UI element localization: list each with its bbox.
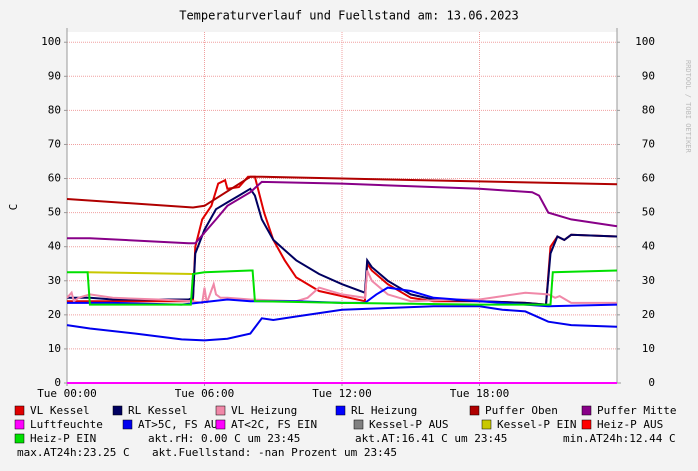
legend-label: Puffer Oben bbox=[485, 404, 558, 417]
series-line bbox=[87, 271, 194, 275]
y-tick-label-right: 90 bbox=[642, 69, 655, 82]
series-line bbox=[66, 270, 617, 305]
legend-swatch bbox=[581, 405, 592, 416]
legend-label: RL Heizung bbox=[351, 404, 417, 417]
y-tick-label: 100 bbox=[41, 35, 61, 48]
x-tick-label: Tue 12:00 bbox=[312, 387, 372, 400]
note: min.AT24h:12.44 C bbox=[563, 432, 676, 445]
legend-label: AT<2C, FS EIN bbox=[231, 418, 317, 431]
y-tick-label-right: 100 bbox=[635, 35, 655, 48]
legend-swatch bbox=[215, 419, 226, 430]
y-axis-label: C bbox=[7, 204, 20, 211]
series-line bbox=[66, 175, 618, 209]
y-tick-label-right: 40 bbox=[642, 240, 655, 253]
note: akt.Fuellstand: -nan Prozent um 23:45 bbox=[152, 446, 397, 459]
legend-label: Puffer Mitte bbox=[597, 404, 676, 417]
series-line bbox=[67, 286, 618, 308]
y-tick-label-right: 30 bbox=[642, 274, 655, 287]
y-tick-label-right: 50 bbox=[642, 206, 655, 219]
legend-label: Heiz-P EIN bbox=[30, 432, 96, 445]
y-tick-label: 20 bbox=[48, 308, 61, 321]
y-tick-label-right: 20 bbox=[642, 308, 655, 321]
y-tick-label-right: 0 bbox=[648, 376, 655, 389]
series-line bbox=[66, 305, 618, 342]
legend-label: AT>5C, FS AUS bbox=[138, 418, 224, 431]
legend-label: Kessel-P AUS bbox=[369, 418, 448, 431]
legend-label: Heiz-P AUS bbox=[597, 418, 663, 431]
legend-swatch bbox=[335, 405, 346, 416]
legend-swatch bbox=[14, 405, 25, 416]
y-tick-label: 60 bbox=[48, 172, 61, 185]
y-tick-label-right: 10 bbox=[642, 342, 655, 355]
x-tick-label: Tue 00:00 bbox=[37, 387, 97, 400]
watermark: RRDTOOL / TOBI OETIKER bbox=[684, 60, 692, 154]
legend-label: RL Kessel bbox=[128, 404, 188, 417]
x-tick-label: Tue 06:00 bbox=[175, 387, 235, 400]
legend-swatch bbox=[14, 433, 25, 444]
legend-swatch bbox=[353, 419, 364, 430]
legend-label: VL Kessel bbox=[30, 404, 90, 417]
y-tick-label: 90 bbox=[48, 69, 61, 82]
note: akt.rH: 0.00 C um 23:45 bbox=[148, 432, 300, 445]
series-line bbox=[67, 180, 618, 245]
legend-swatch bbox=[469, 405, 480, 416]
legend-swatch bbox=[112, 405, 123, 416]
note: akt.AT:16.41 C um 23:45 bbox=[355, 432, 507, 445]
y-tick-label-right: 60 bbox=[642, 172, 655, 185]
y-tick-label: 0 bbox=[54, 376, 61, 389]
y-tick-label: 70 bbox=[48, 137, 61, 150]
y-tick-label-right: 70 bbox=[642, 137, 655, 150]
legend-swatch bbox=[581, 419, 592, 430]
legend-label: Kessel-P EIN bbox=[497, 418, 576, 431]
y-tick-label: 80 bbox=[48, 103, 61, 116]
chart-title: Temperaturverlauf und Fuellstand am: 13.… bbox=[179, 9, 519, 23]
y-tick-label-right: 80 bbox=[642, 103, 655, 116]
legend-label: VL Heizung bbox=[231, 404, 297, 417]
note: max.AT24h:23.25 C bbox=[17, 446, 130, 459]
legend-swatch bbox=[215, 405, 226, 416]
y-tick-label: 30 bbox=[48, 274, 61, 287]
legend-label: Luftfeuchte bbox=[30, 418, 103, 431]
series-line bbox=[67, 269, 618, 306]
y-tick-label: 40 bbox=[48, 240, 61, 253]
legend-swatch bbox=[481, 419, 492, 430]
y-tick-label: 50 bbox=[48, 206, 61, 219]
legend-swatch bbox=[122, 419, 133, 430]
y-tick-label: 10 bbox=[48, 342, 61, 355]
x-tick-label: Tue 18:00 bbox=[450, 387, 510, 400]
legend-swatch bbox=[14, 419, 25, 430]
